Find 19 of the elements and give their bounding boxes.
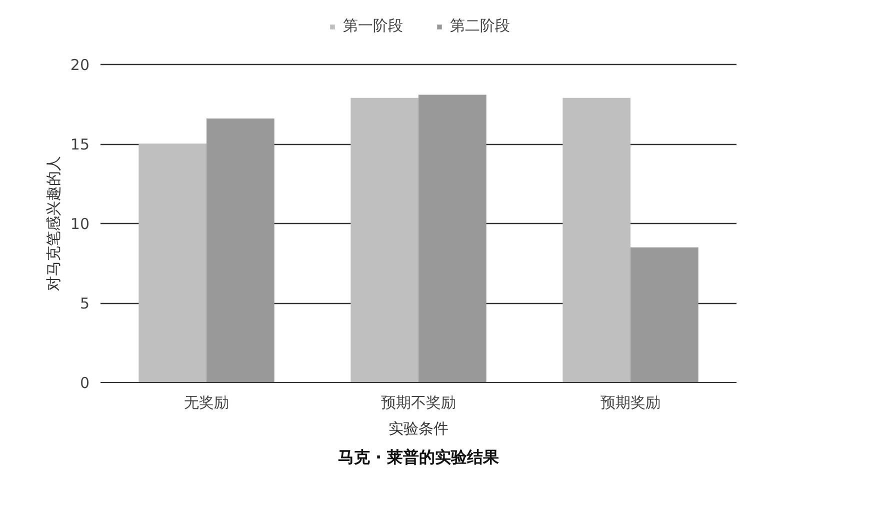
y-axis-title: 对马克笔感兴趣的人: [44, 156, 62, 291]
x-axis-title: 实验条件: [388, 420, 448, 438]
x-tick-label: 预期奖励: [600, 394, 660, 412]
bar: [350, 98, 418, 382]
bar: [206, 118, 274, 382]
legend-label: 第一阶段: [343, 16, 403, 36]
y-tick-label: 0: [80, 374, 90, 392]
y-tick-label: 20: [70, 56, 90, 74]
y-tick-label: 5: [80, 294, 90, 312]
y-tick-label: 15: [70, 136, 90, 154]
bar: [138, 144, 206, 382]
bar: [418, 94, 486, 382]
bar: [630, 247, 698, 382]
bar: [562, 98, 630, 382]
x-tick-label: 无奖励: [184, 394, 229, 412]
x-tick-label: 预期不奖励: [381, 394, 456, 412]
text: 马克 · 莱普的实验结果: [338, 448, 500, 466]
legend-label: 第二阶段: [450, 16, 510, 36]
y-tick-label: 10: [70, 215, 90, 233]
